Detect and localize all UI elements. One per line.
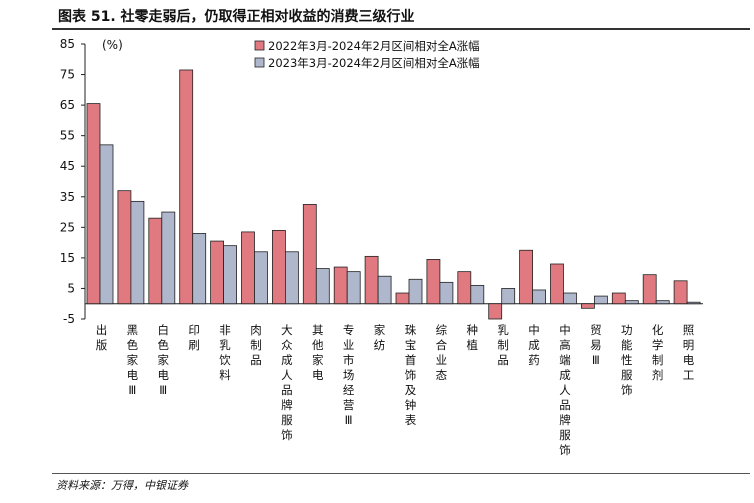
legend-label: 2023年3月-2024年2月区间相对全A涨幅	[268, 56, 480, 70]
bar-series1	[302, 204, 317, 305]
bar-series2	[532, 289, 546, 305]
category-label: 功能性服饰	[621, 323, 633, 397]
title-rule	[52, 28, 750, 30]
y-tick-label: 55	[60, 129, 75, 143]
bar-series1	[364, 255, 379, 305]
bar-series2	[254, 251, 268, 305]
bar-series2	[130, 200, 145, 305]
category-labels: 出版 黑色家电 Ⅲ 白色家电 Ⅲ 印刷 非乳饮料 肉制品 大众成人品牌服饰 其他家电 专业市场经营 Ⅲ…	[96, 323, 695, 457]
bar-series2	[470, 284, 485, 305]
y-tick-label: 25	[60, 220, 75, 234]
category-label: 中高端成人品牌服饰	[559, 323, 571, 457]
chart-legend: 2022年3月-2024年2月区间相对全A涨幅 2023年3月-2024年2月区间…	[254, 39, 480, 70]
y-tick-label: 5	[67, 281, 75, 295]
category-label: 出版	[96, 323, 108, 352]
bar-series1	[488, 303, 503, 320]
category-label: 家纺	[374, 323, 386, 352]
bar-series1	[673, 280, 688, 305]
category-label: 中成药	[528, 323, 540, 367]
bar-series2	[192, 233, 207, 305]
bar-series1	[611, 292, 626, 305]
source-rule	[52, 473, 750, 474]
category-label: 肉制品	[250, 323, 262, 367]
category-label: 白色家电 Ⅲ	[158, 323, 170, 397]
category-label: 其他家电	[312, 323, 324, 382]
bar-series1	[581, 303, 595, 309]
bar-series1	[550, 263, 564, 305]
bar-series1	[117, 190, 132, 305]
figure-source: 资料来源：万得，中银证券	[56, 479, 188, 492]
y-tick-label: 15	[60, 251, 75, 265]
category-label: 综合业态	[436, 323, 448, 382]
bar-series2	[501, 288, 516, 305]
bar-series1	[395, 292, 410, 305]
category-label: 照明电工	[683, 323, 695, 382]
y-tick-label: 45	[60, 159, 75, 173]
category-label: 印刷	[188, 323, 200, 352]
category-label: 珠宝首饰及钟表	[405, 323, 417, 427]
bar-series1	[271, 229, 286, 305]
bar-series2	[563, 292, 577, 305]
bar-series2	[408, 278, 423, 305]
category-label: 大众成人品牌服饰	[281, 323, 293, 442]
bar-series1	[148, 217, 163, 305]
category-label: 化学制剂	[652, 323, 664, 382]
bar-series1	[642, 274, 657, 305]
bar-series1	[426, 259, 441, 305]
bar-series2	[99, 144, 114, 305]
category-label: 黑色家电 Ⅲ	[127, 323, 139, 397]
legend-swatch	[254, 40, 265, 51]
bar-series2	[315, 268, 330, 305]
legend-swatch	[254, 57, 265, 68]
bar-series1	[241, 231, 255, 305]
category-label: 专业市场经营 Ⅲ	[343, 323, 355, 427]
y-unit-label: (%)	[102, 38, 123, 52]
legend-label: 2022年3月-2024年2月区间相对全A涨幅	[268, 39, 480, 53]
bar-series2	[223, 245, 238, 305]
bar-series1	[86, 103, 101, 305]
bar-series2	[624, 300, 639, 305]
chart-bars	[86, 69, 701, 320]
category-label: 贸易 Ⅲ	[590, 323, 602, 367]
bar-series1	[333, 266, 348, 305]
bar-series2	[284, 251, 299, 305]
bar-series2	[161, 211, 176, 305]
bar-series1	[179, 69, 194, 305]
category-label: 非乳饮料	[219, 323, 231, 382]
y-tick-label: 85	[60, 37, 75, 51]
category-label: 种植	[467, 323, 479, 352]
y-tick-label: 35	[60, 190, 75, 204]
y-tick-label: 75	[60, 68, 75, 82]
bar-series1	[210, 240, 225, 305]
bar-series2	[346, 271, 361, 305]
bar-series2	[377, 275, 392, 305]
y-tick-label: 65	[60, 98, 75, 112]
bar-series1	[519, 249, 533, 305]
figure-title: 图表 51. 社零走弱后，仍取得正相对收益的消费三级行业	[58, 9, 415, 25]
bar-series2	[686, 301, 701, 305]
bar-series2	[439, 281, 454, 305]
y-tick-label: -5	[63, 312, 75, 326]
bar-series1	[457, 271, 472, 305]
category-label: 乳制品	[497, 323, 509, 367]
bar-series2	[655, 300, 670, 305]
bar-series2	[594, 295, 608, 305]
